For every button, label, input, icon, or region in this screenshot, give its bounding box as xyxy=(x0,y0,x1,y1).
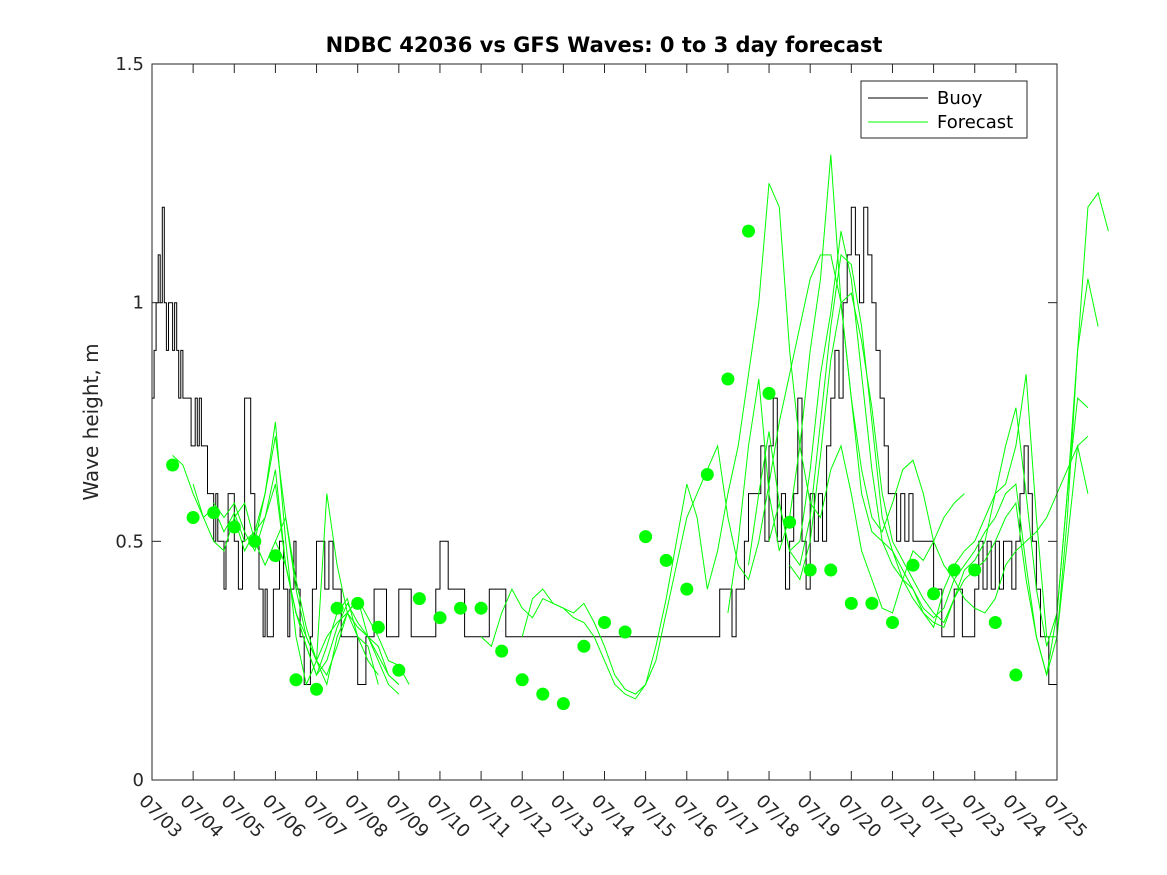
forecast-marker xyxy=(371,620,385,634)
forecast-marker xyxy=(310,682,323,696)
forecast-marker xyxy=(392,663,406,677)
forecast-marker xyxy=(536,687,550,701)
axis-ticks xyxy=(151,63,1058,781)
forecast-marker xyxy=(433,611,447,625)
forecast-marker xyxy=(639,530,653,544)
forecast-marker xyxy=(742,224,755,238)
y-tick-label: 0 xyxy=(133,770,144,791)
forecast-marker xyxy=(515,673,529,687)
forecast-marker xyxy=(412,592,426,606)
forecast-marker xyxy=(454,601,467,615)
plot-area xyxy=(152,64,1057,780)
forecast-marker xyxy=(166,458,180,472)
forecast-line-12 xyxy=(789,292,1089,677)
forecast-marker xyxy=(680,582,694,596)
legend-buoy-label: Buoy xyxy=(937,88,983,109)
forecast-marker xyxy=(762,386,776,400)
forecast-marker xyxy=(618,625,632,639)
forecast-line-5 xyxy=(254,515,410,687)
legend-box xyxy=(860,80,1028,139)
forecast-marker xyxy=(865,596,879,610)
legend-forecast-label: Forecast xyxy=(937,112,1013,133)
forecast-marker xyxy=(474,601,488,615)
forecast-marker xyxy=(351,596,365,610)
y-axis-label: Wave height, m xyxy=(79,343,103,500)
forecast-series xyxy=(172,154,1109,700)
forecast-marker xyxy=(927,587,941,601)
chart-title: NDBC 42036 vs GFS Waves: 0 to 3 day fore… xyxy=(326,33,883,57)
forecast-line-10 xyxy=(748,230,1099,647)
forecast-marker xyxy=(268,549,282,563)
forecast-marker xyxy=(659,553,673,567)
forecast-marker xyxy=(844,596,858,610)
forecast-marker xyxy=(577,639,591,653)
forecast-marker xyxy=(803,563,817,577)
forecast-marker xyxy=(1009,668,1023,682)
forecast-marker xyxy=(248,534,262,548)
forecast-line-9 xyxy=(727,154,1109,638)
forecast-marker xyxy=(700,468,714,481)
forecast-marker xyxy=(783,515,797,529)
forecast-marker xyxy=(495,644,509,658)
forecast-marker xyxy=(207,506,221,520)
forecast-marker xyxy=(186,511,200,524)
forecast-marker xyxy=(556,697,570,711)
forecast-marker xyxy=(330,601,344,615)
legend: Buoy Forecast xyxy=(860,80,1028,139)
forecast-line-6 xyxy=(274,541,400,685)
forecast-markers xyxy=(166,224,1023,711)
forecast-line-8 xyxy=(521,183,965,695)
buoy-line xyxy=(152,206,1057,685)
forecast-marker xyxy=(227,520,241,534)
forecast-line-7 xyxy=(480,254,1089,700)
forecast-marker xyxy=(598,616,611,629)
y-tick-labels: 0 0.5 1 1.5 xyxy=(115,54,144,791)
y-tick-label: 1.5 xyxy=(115,54,144,75)
y-tick-label: 0.5 xyxy=(115,531,144,552)
forecast-marker xyxy=(824,563,838,577)
forecast-marker xyxy=(289,673,303,687)
forecast-marker xyxy=(721,372,735,386)
forecast-marker xyxy=(886,616,899,629)
forecast-marker xyxy=(906,558,920,572)
forecast-marker xyxy=(968,563,982,577)
forecast-marker xyxy=(988,616,1002,629)
y-tick-label: 1 xyxy=(133,293,144,314)
buoy-series xyxy=(152,206,1057,685)
forecast-marker xyxy=(947,563,961,577)
